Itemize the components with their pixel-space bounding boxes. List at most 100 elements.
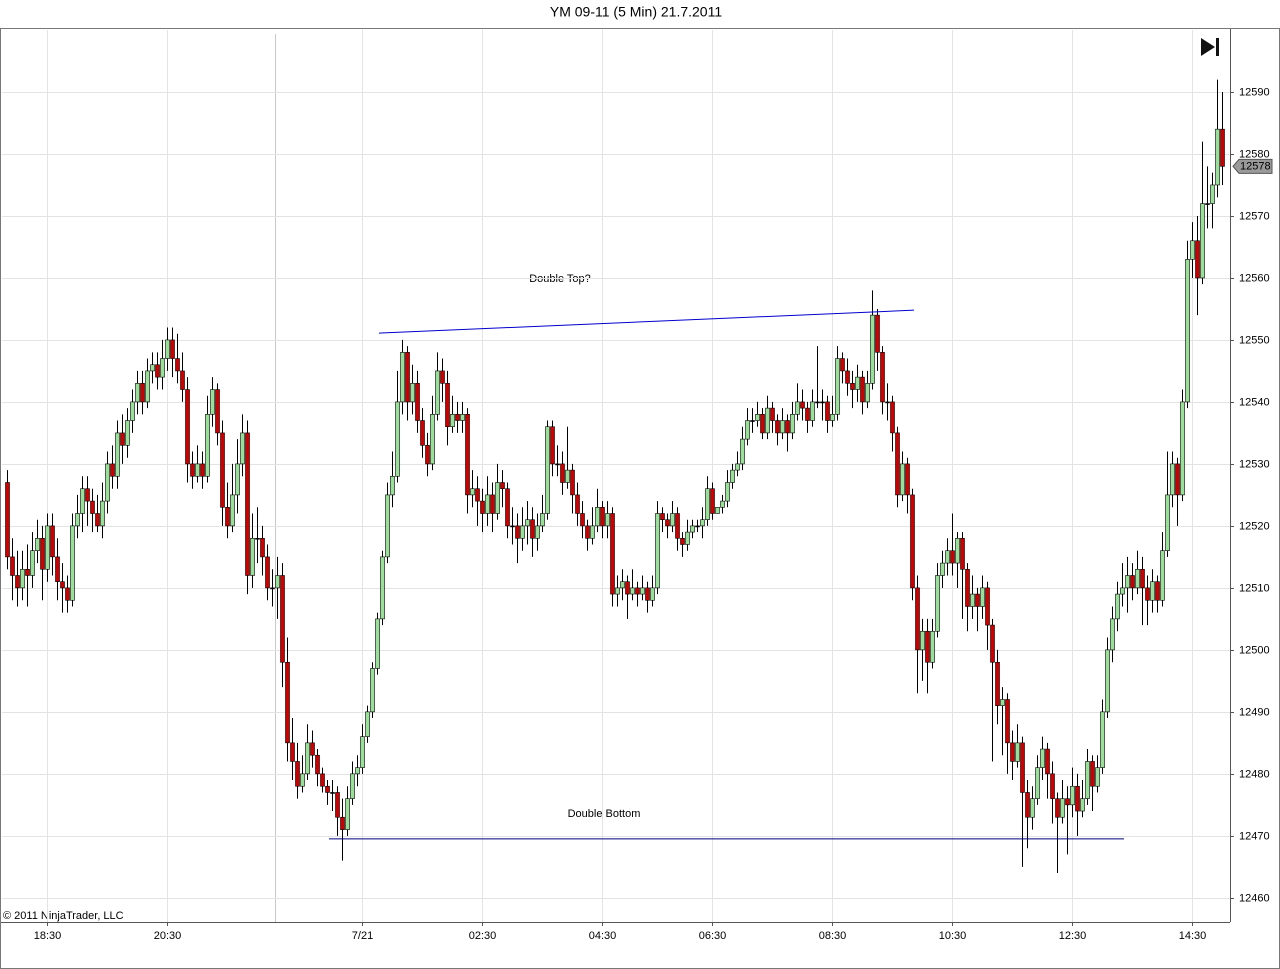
candle-body: [205, 414, 210, 477]
candle-body: [930, 630, 935, 663]
candle-body: [770, 407, 775, 421]
candle-body: [420, 420, 425, 446]
candle-body: [775, 420, 780, 434]
candle-body: [105, 463, 110, 502]
candle-body: [545, 426, 550, 514]
candle-body: [255, 537, 260, 540]
candle-body: [840, 358, 845, 372]
candle-body: [305, 742, 310, 775]
x-tick-label: 02:30: [469, 930, 497, 942]
candle-body: [395, 401, 400, 477]
candle-body: [1080, 798, 1085, 812]
candle-body: [465, 414, 470, 496]
candle-body: [1000, 699, 1005, 706]
candle-body: [1170, 463, 1175, 496]
candle-body: [885, 401, 890, 404]
x-tick-label: 08:30: [819, 930, 847, 942]
candle-body: [1090, 761, 1095, 787]
candle-body: [595, 507, 600, 527]
candle-body: [525, 519, 530, 527]
candle-body: [890, 401, 895, 434]
candle-body: [895, 432, 900, 496]
candle-body: [800, 401, 805, 409]
candle-body: [110, 463, 115, 477]
y-tick-label: 12540: [1239, 396, 1270, 408]
candle-body: [125, 420, 130, 446]
candle-body: [560, 463, 565, 483]
candle-body: [460, 414, 465, 421]
y-tick-label: 12550: [1239, 334, 1270, 346]
candle-body: [1005, 699, 1010, 744]
candle-body: [80, 488, 85, 514]
candle-body: [230, 494, 235, 527]
candle-body: [600, 507, 605, 527]
candle-body: [140, 383, 145, 403]
candle-body: [475, 488, 480, 502]
candle-body: [65, 587, 70, 601]
candle-body: [285, 661, 290, 744]
candle-body: [630, 587, 635, 595]
candle-body: [705, 488, 710, 521]
candle-body: [755, 414, 760, 421]
candle-body: [380, 556, 385, 620]
candle-body: [685, 531, 690, 545]
candle-body: [200, 463, 205, 477]
y-tick-label: 12510: [1239, 582, 1270, 594]
candle-body: [160, 358, 165, 378]
x-tick-label: 14:30: [1179, 930, 1207, 942]
candle-body: [1025, 792, 1030, 818]
y-tick-label: 12580: [1239, 148, 1270, 160]
candle-body: [615, 587, 620, 595]
candle-body: [510, 525, 515, 528]
candle-body: [910, 494, 915, 589]
candle-body: [610, 513, 615, 595]
candle-body: [1155, 581, 1160, 601]
candle-body: [40, 537, 45, 570]
last-price-tag: [1232, 158, 1273, 174]
candle-body: [165, 339, 170, 359]
x-tick-label: 7/21: [352, 930, 373, 942]
candle-body: [505, 488, 510, 527]
candle-body: [860, 376, 865, 403]
candle-body: [875, 314, 880, 353]
candle-body: [540, 513, 545, 527]
candle-body: [530, 519, 535, 539]
copyright: © 2011 NinjaTrader, LLC: [3, 910, 124, 922]
candle-body: [325, 785, 330, 793]
candle-body: [995, 661, 1000, 706]
candle-body: [5, 482, 10, 558]
candle-body: [1180, 401, 1185, 496]
scroll-end-button[interactable]: [1201, 38, 1219, 56]
y-tick-label: 12490: [1239, 706, 1270, 718]
candle-body: [580, 513, 585, 527]
candle-body: [375, 618, 380, 669]
candle-body: [170, 339, 175, 359]
candle-body: [175, 358, 180, 372]
candle-body: [340, 816, 345, 830]
candle-body: [360, 736, 365, 768]
candle-body: [1035, 767, 1040, 799]
candle-body: [215, 389, 220, 434]
candle-body: [300, 773, 305, 787]
candle-body: [745, 420, 750, 440]
candle-body: [865, 383, 870, 403]
candle-body: [1010, 742, 1015, 762]
candle-body: [1055, 798, 1060, 818]
candle-body: [150, 364, 155, 372]
candle-body: [935, 575, 940, 632]
candle-body: [430, 414, 435, 465]
candle-body: [185, 389, 190, 465]
x-tick-label: 20:30: [154, 930, 182, 942]
candle-body: [435, 370, 440, 415]
candle-body: [500, 482, 505, 490]
candle-body: [225, 507, 230, 527]
candle-body: [405, 352, 410, 403]
candle-body: [470, 488, 475, 496]
candle-body: [210, 389, 215, 415]
candle-body: [925, 630, 930, 663]
candle-body: [25, 568, 30, 576]
candle-body: [320, 773, 325, 787]
candle-body: [415, 383, 420, 421]
candle-body: [565, 469, 570, 483]
